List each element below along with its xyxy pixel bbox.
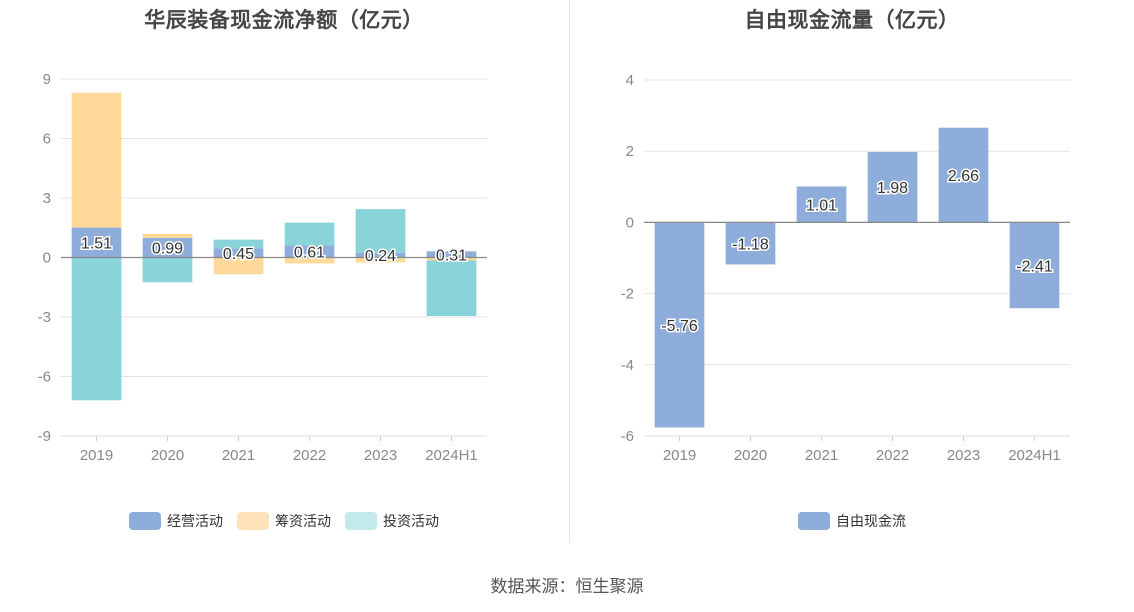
legend-swatch-operating	[129, 512, 161, 530]
legend-item-operating[interactable]: 经营活动	[129, 511, 223, 531]
y-tick-label: 9	[43, 71, 51, 88]
x-tick-label: 2023	[947, 447, 980, 464]
bar-0-2021	[213, 248, 264, 258]
bar-1-2019	[71, 92, 122, 228]
bar-1-2021	[213, 257, 264, 275]
left-chart-title: 华辰装备现金流净额（亿元）	[144, 9, 424, 32]
y-tick-label: -6	[621, 428, 634, 445]
data-source: 数据来源：恒生聚源	[490, 577, 644, 596]
x-tick-label: 2021	[805, 447, 838, 464]
legend-swatch-free-cash-flow	[798, 512, 830, 530]
x-tick-label: 2020	[734, 447, 767, 464]
bar-2024H1	[1009, 222, 1060, 309]
bar-0-2023	[355, 252, 406, 258]
free-cash-flow-chart: 4 2 0 -2 -4 -6 2019 2020 2021 2022 2023 2024H1 -5.76…	[621, 72, 1070, 464]
data-label: 0.24	[365, 248, 396, 265]
bar-2022	[867, 151, 918, 223]
left-legend: 经营活动 筹资活动 投资活动	[0, 511, 568, 531]
x-tick-label: 2024H1	[1008, 447, 1061, 464]
legend-item-financing[interactable]: 筹资活动	[237, 511, 331, 531]
x-tick-label: 2024H1	[425, 447, 478, 464]
data-label: 1.01	[806, 197, 837, 214]
legend-label-investing: 投资活动	[383, 513, 439, 529]
y-tick-label: -3	[38, 309, 51, 326]
legend-label-operating: 经营活动	[167, 513, 223, 529]
bar-2-2021	[213, 239, 264, 249]
y-tick-label: -2	[621, 286, 634, 303]
data-label: -1.18	[732, 236, 769, 253]
legend-swatch-financing	[237, 512, 269, 530]
data-label: 0.61	[294, 244, 325, 261]
bar-1-2024H1	[426, 257, 477, 261]
data-label: 0.31	[436, 247, 467, 264]
bar-2-2022	[284, 222, 335, 246]
data-label: 0.99	[152, 241, 183, 258]
y-tick-label: 6	[43, 131, 51, 148]
bar-0-2020	[142, 237, 193, 258]
x-tick-label: 2022	[293, 447, 326, 464]
y-tick-label: 3	[43, 190, 51, 207]
y-tick-label: -9	[38, 428, 51, 445]
right-legend: 自由现金流	[570, 511, 1134, 531]
y-tick-label: 2	[626, 143, 634, 160]
y-tick-label: -6	[38, 369, 51, 386]
x-tick-label: 2019	[80, 447, 113, 464]
data-label: 0.45	[223, 246, 254, 263]
bar-1-2023	[355, 257, 406, 263]
bar-1-2022	[284, 257, 335, 264]
bar-2020	[725, 222, 776, 265]
y-tick-label: 0	[43, 250, 51, 267]
data-label: -5.76	[661, 318, 698, 335]
cash-flow-net-chart: 9 6 3 0 -3 -6 -9 2019 2020 2021 2022 2023 2024H1 1.51…	[38, 71, 487, 464]
y-tick-label: -4	[621, 357, 634, 374]
legend-swatch-investing	[345, 512, 377, 530]
data-label: 1.98	[877, 180, 908, 197]
y-tick-label: 4	[626, 72, 634, 89]
legend-label-financing: 筹资活动	[275, 513, 331, 529]
left-chart-panel: 华辰装备现金流净额（亿元） 9 6 3 0 -3 -6 -9 2019 2020 2021 2022…	[0, 0, 568, 545]
legend-item-investing[interactable]: 投资活动	[345, 511, 439, 531]
legend-label-free-cash-flow: 自由现金流	[836, 513, 906, 529]
x-tick-label: 2020	[151, 447, 184, 464]
x-tick-label: 2023	[364, 447, 397, 464]
data-label: 2.66	[948, 168, 979, 185]
bar-2-2023	[355, 209, 406, 253]
bar-0-2024H1	[426, 251, 477, 258]
x-tick-label: 2019	[663, 447, 696, 464]
bar-0-2019	[71, 227, 122, 258]
data-label: -2.41	[1016, 258, 1053, 275]
bar-2-2020	[142, 257, 193, 283]
x-tick-label: 2022	[876, 447, 909, 464]
bar-2019	[654, 222, 705, 428]
bar-2-2024H1	[426, 260, 477, 317]
right-chart-panel: 自由现金流量（亿元） 4 2 0 -2 -4 -6 2019 2020 2021 2022 2023…	[570, 0, 1134, 545]
right-chart-title: 自由现金流量（亿元）	[744, 9, 960, 32]
y-tick-label: 0	[626, 214, 634, 231]
bar-0-2022	[284, 245, 335, 258]
panel-divider	[569, 0, 570, 542]
bar-2-2019	[71, 257, 122, 401]
bar-1-2020	[142, 233, 193, 238]
bar-2023	[938, 127, 989, 223]
data-label: 1.51	[81, 236, 112, 253]
legend-item-free-cash-flow[interactable]: 自由现金流	[798, 511, 906, 531]
bar-2021	[796, 186, 847, 223]
x-tick-label: 2021	[222, 447, 255, 464]
